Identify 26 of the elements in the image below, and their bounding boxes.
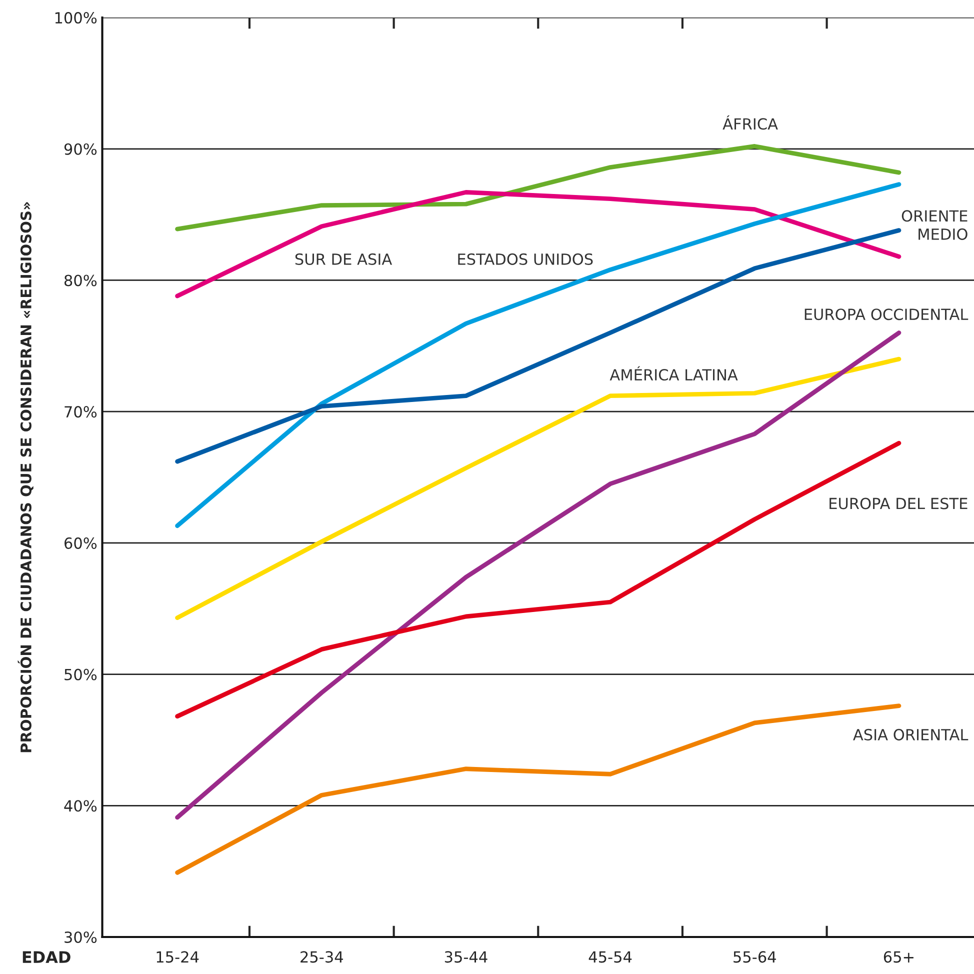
x-tick-label: 55-64: [734, 951, 776, 963]
y-tick-label: 40%: [64, 800, 97, 812]
y-tick-label: 100%: [55, 12, 97, 24]
x-tick-label: 35-44: [444, 951, 488, 963]
series-label: EUROPA DEL ESTE: [830, 498, 968, 510]
x-tick-label: 45-54: [588, 951, 632, 963]
series-label: ESTADOS UNIDOS: [458, 253, 593, 265]
series-label: ÁFRICA: [722, 115, 778, 130]
y-tick-label: 30%: [64, 931, 97, 944]
line-series: [175, 190, 902, 298]
series-label: SUR DE ASIA: [295, 253, 392, 265]
x-tick-label: 25-34: [300, 951, 343, 963]
y-tick-label: 60%: [64, 537, 97, 549]
y-axis-title: PROPORCIÓN DE CIUDADANOS QUE SE CONSIDERAN «RELIGIOSOS»: [18, 202, 34, 752]
x-tick-label: 65+: [884, 951, 914, 963]
x-tick-label: 15-24: [156, 951, 199, 963]
y-tick-label: 70%: [64, 406, 97, 418]
series-label: AMÉRICA LATINA: [610, 366, 738, 381]
y-tick-label: 80%: [64, 274, 97, 286]
y-tick-label: 50%: [64, 668, 97, 680]
y-tick-label: 90%: [64, 143, 97, 155]
series-label: ORIENTE MEDIO: [902, 210, 968, 240]
series-label: ASIA ORIENTAL: [853, 728, 968, 740]
series-label: EUROPA OCCIDENTAL: [804, 308, 968, 320]
line-series: [175, 144, 902, 232]
x-axis-title: EDAD: [22, 951, 70, 963]
